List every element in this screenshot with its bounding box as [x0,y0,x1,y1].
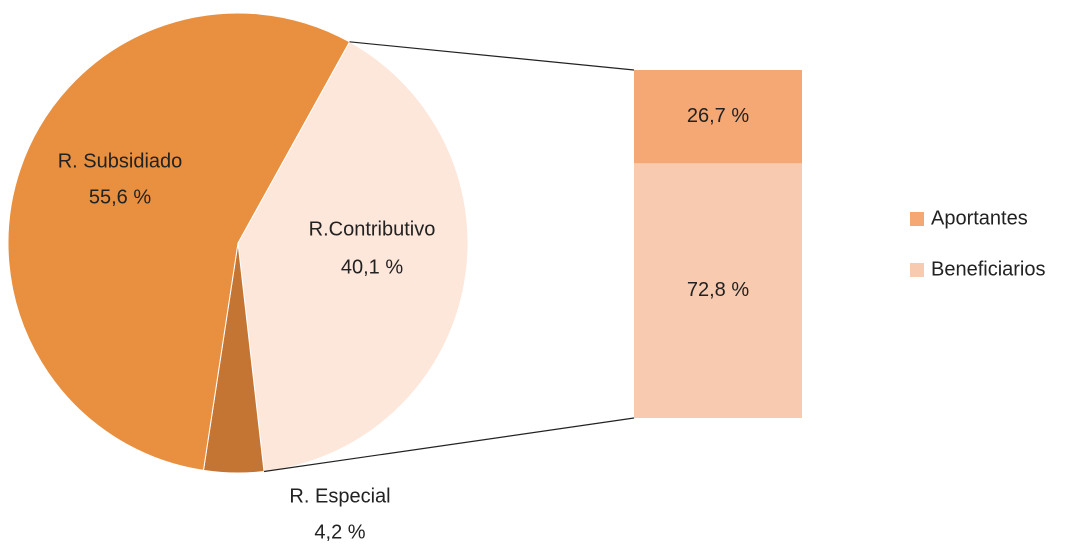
pie-slice [7,12,351,471]
legend-swatch [910,263,924,277]
connector [263,417,635,473]
bar-value: 72,8 % [687,279,749,301]
connector [349,41,635,71]
slice-value: 55,6 % [89,186,151,208]
slice-value: 40,1 % [341,256,403,278]
bar-segment [634,70,802,164]
bar-segment [634,163,802,418]
legend-label: Beneficiarios [931,258,1046,280]
pie-slice [237,41,469,473]
legend-label: Aportantes [931,207,1028,229]
slice-value: 4,2 % [314,521,365,543]
slice-label: R. Especial [289,485,390,507]
slice-label: R. Subsidiado [58,150,183,172]
slice-label: R.Contributivo [309,218,436,240]
legend-swatch [910,212,924,226]
bar-value: 26,7 % [687,105,749,127]
